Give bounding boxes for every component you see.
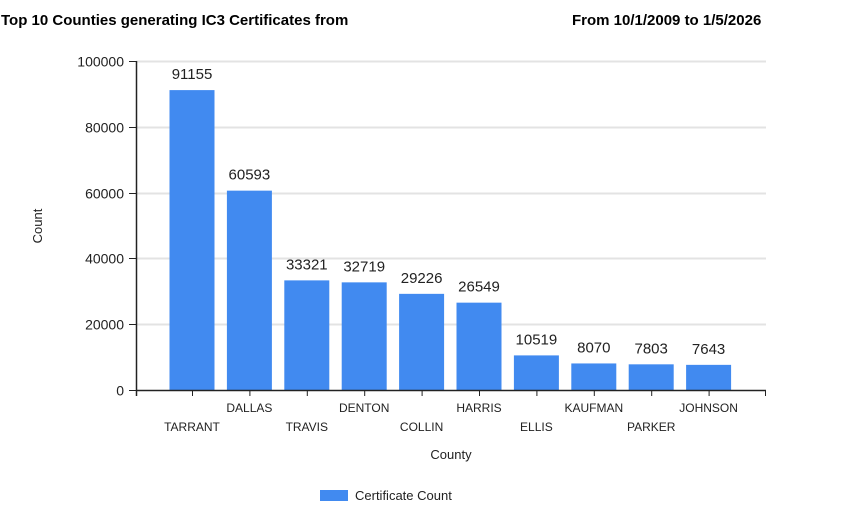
x-category-label: DALLAS [226,401,272,415]
value-label: 60593 [229,167,271,184]
x-category-label: JOHNSON [679,401,738,415]
y-tick-label: 60000 [85,186,124,202]
bar-harris [456,302,502,390]
bars [169,90,732,391]
axes [129,61,766,396]
value-label: 8070 [577,339,610,356]
x-category-label: HARRIS [456,401,501,415]
x-category-label: ELLIS [520,420,553,434]
bar-parker [628,364,674,390]
x-category-label: COLLIN [400,420,443,434]
bar-kaufman [571,363,617,390]
y-tick-label: 100000 [77,54,124,70]
x-axis-title: County [430,447,472,462]
labels: 0 20000 40000 60000 80000 100000 91155 TARRANT 6… [77,54,738,435]
value-label: 10519 [516,331,558,348]
value-label: 33321 [286,256,328,273]
chart-title: Top 10 Counties generating IC3 Certifica… [1,12,349,29]
y-tick-label: 40000 [85,251,124,267]
bar-johnson [686,364,732,390]
x-category-label: KAUFMAN [564,401,623,415]
value-label: 7643 [692,341,725,358]
y-tick-label: 0 [116,383,124,399]
value-label: 91155 [172,66,213,83]
bar-travis [284,280,330,390]
value-label: 26549 [458,279,500,296]
x-category-label: PARKER [627,420,676,434]
value-label: 32719 [343,258,385,275]
bar-dallas [226,190,272,390]
bar-tarrant [169,90,215,391]
legend-swatch [320,490,348,501]
value-label: 7803 [635,340,668,357]
x-category-label: DENTON [339,401,389,415]
legend-label: Certificate Count [355,488,452,503]
bar-denton [341,282,387,390]
bar-ellis [513,355,559,390]
x-category-label: TRAVIS [286,420,328,434]
value-label: 29226 [401,270,443,287]
y-axis-title: Count [30,208,45,243]
y-tick-label: 80000 [85,120,124,136]
date-range: From 10/1/2009 to 1/5/2026 [572,12,762,29]
legend: Certificate Count [320,488,452,503]
x-category-label: TARRANT [164,420,220,434]
bar-collin [399,293,445,390]
y-tick-label: 20000 [85,317,124,333]
